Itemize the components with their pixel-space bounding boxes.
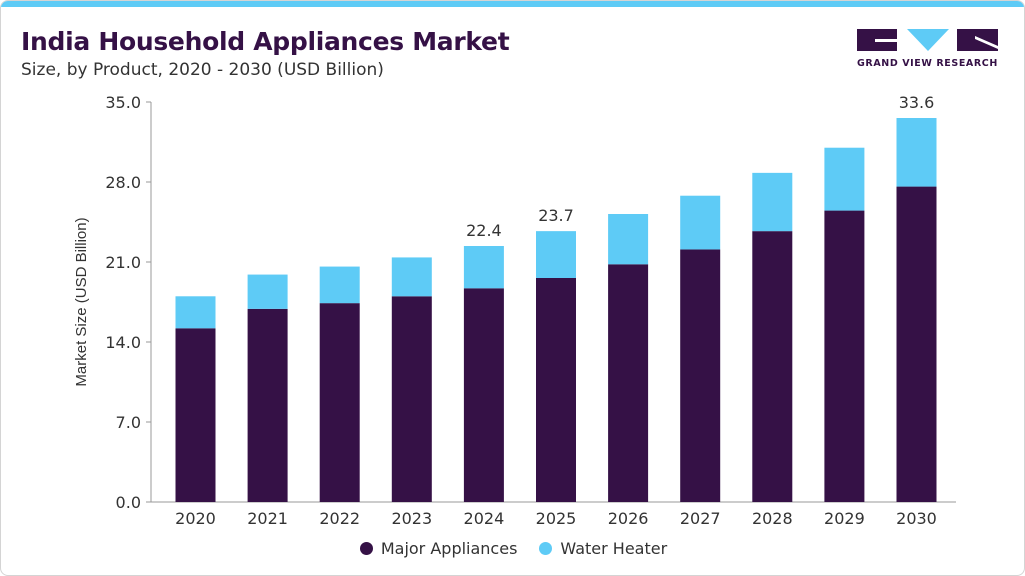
y-tick-label: 0.0 <box>116 493 141 512</box>
bar-water-heater-2027 <box>680 195 721 250</box>
x-tick-label-2023: 2023 <box>391 509 432 528</box>
y-tick-label: 14.0 <box>105 333 141 352</box>
x-tick-label-2030: 2030 <box>896 509 937 528</box>
bar-water-heater-2020 <box>175 296 216 329</box>
bar-major-appliances-2030 <box>896 186 937 503</box>
y-tick-label: 21.0 <box>105 253 141 272</box>
bar-water-heater-2024 <box>463 246 504 289</box>
y-axis-title: Market Size (USD Billion) <box>73 217 90 386</box>
data-label-2024: 22.4 <box>466 221 502 240</box>
y-tick-label: 35.0 <box>105 93 141 112</box>
bar-major-appliances-2022 <box>319 303 360 502</box>
legend-swatch-major-appliances <box>359 542 373 555</box>
bar-major-appliances-2021 <box>247 308 288 502</box>
stacked-bar-chart: 0.0 7.0 14.0 21.0 28.0 35.0 Market Size (USD B… <box>73 93 956 528</box>
bar-water-heater-2022 <box>319 266 360 304</box>
legend-swatch-water-heater <box>539 542 553 555</box>
legend-label-major-appliances: Major Appliances <box>380 539 518 558</box>
bar-major-appliances-2025 <box>536 278 576 502</box>
x-tick-label-2020: 2020 <box>175 509 216 528</box>
legend-item-water-heater: Water Heater <box>539 539 667 558</box>
bar-water-heater-2030 <box>896 118 937 187</box>
bar-major-appliances-2028 <box>752 231 793 502</box>
bar-major-appliances-2024 <box>463 288 504 502</box>
legend-item-major-appliances: Major Appliances <box>359 539 518 558</box>
x-tick-label-2024: 2024 <box>464 509 505 528</box>
chart-title: India Household Appliances Market <box>21 27 510 56</box>
bar-major-appliances-2026 <box>608 264 649 502</box>
bar-water-heater-2021 <box>247 274 288 309</box>
data-label-2030: 33.6 <box>899 93 935 112</box>
bar-water-heater-2028 <box>752 172 793 232</box>
x-tick-label-2026: 2026 <box>608 509 649 528</box>
x-tick-label-2027: 2027 <box>680 509 721 528</box>
x-tick-label-2025: 2025 <box>536 509 577 528</box>
x-tick-label-2021: 2021 <box>247 509 288 528</box>
x-tick-label-2022: 2022 <box>319 509 360 528</box>
y-tick-label: 28.0 <box>105 173 141 192</box>
x-tick-label-2028: 2028 <box>752 509 793 528</box>
grand-view-research-logo <box>857 29 998 51</box>
bar-major-appliances-2029 <box>824 210 865 503</box>
bar-major-appliances-2020 <box>175 328 216 502</box>
accent-bar <box>1 1 1024 7</box>
data-label-2025: 23.7 <box>538 206 574 225</box>
x-tick-label-2029: 2029 <box>824 509 865 528</box>
bar-major-appliances-2023 <box>391 296 432 502</box>
chart-subtitle: Size, by Product, 2020 - 2030 (USD Billi… <box>21 60 384 80</box>
bar-water-heater-2026 <box>608 214 649 265</box>
y-tick-label: 7.0 <box>116 413 141 432</box>
bar-water-heater-2029 <box>824 147 865 211</box>
legend-label-water-heater: Water Heater <box>560 539 668 558</box>
legend: Major Appliances Water Heater <box>1 539 1024 558</box>
logo-text: GRAND VIEW RESEARCH <box>857 58 998 69</box>
bar-major-appliances-2027 <box>680 249 721 502</box>
bar-water-heater-2025 <box>536 231 576 278</box>
bar-water-heater-2023 <box>391 257 432 297</box>
